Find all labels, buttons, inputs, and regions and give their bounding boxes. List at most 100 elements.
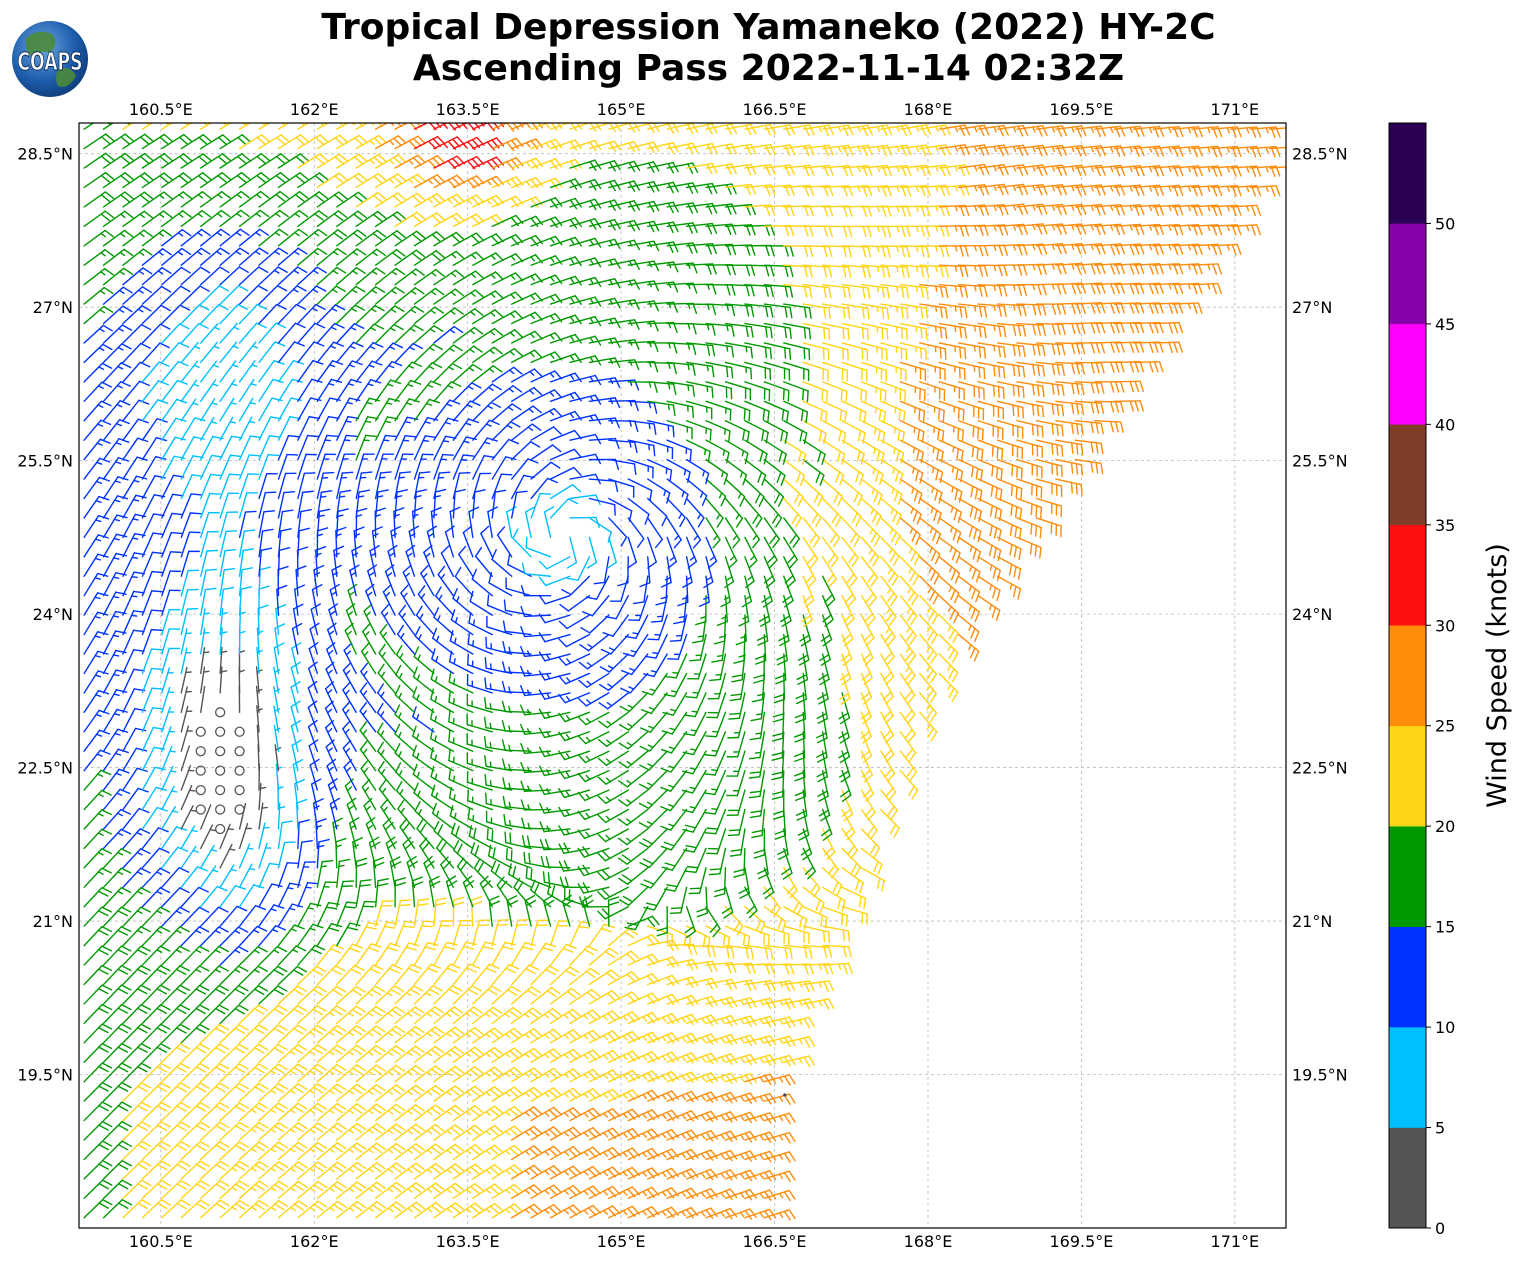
wind-barb	[860, 808, 878, 840]
wind-barb	[394, 379, 422, 402]
wind-barb	[1113, 321, 1145, 334]
wind-barb	[705, 458, 729, 486]
wind-barb	[238, 1102, 269, 1122]
wind-barb	[122, 984, 152, 1005]
wind-barb	[530, 1184, 562, 1200]
wind-barb	[102, 964, 132, 986]
wind-barb	[569, 494, 601, 506]
wind-barb	[1113, 400, 1144, 412]
wind-barb	[307, 700, 319, 733]
wind-barb	[413, 416, 439, 441]
latitude-tick-label-left: 27°N	[33, 298, 73, 317]
wind-barb	[484, 792, 513, 811]
wind-barb	[530, 1067, 562, 1083]
wind-barb	[238, 397, 257, 422]
wind-barb	[161, 984, 190, 1005]
wind-barb	[530, 216, 563, 228]
wind-barb	[549, 498, 579, 519]
wind-barb	[666, 478, 689, 506]
wind-barb	[83, 553, 109, 577]
colorbar-bin	[1388, 926, 1427, 1028]
wind-barb	[491, 310, 524, 325]
wind-barb	[685, 497, 705, 528]
wind-barb	[336, 508, 349, 539]
wind-barb	[355, 1162, 386, 1180]
wind-barb	[666, 994, 699, 1007]
wind-barb	[977, 420, 1004, 440]
wind-barb	[510, 215, 543, 228]
wind-barb	[297, 840, 313, 869]
wind-barb	[297, 322, 326, 344]
wind-barb	[549, 333, 582, 344]
wind-barb	[394, 723, 416, 752]
wind-barb	[102, 867, 132, 888]
wind-barb	[783, 264, 813, 278]
wind-barb	[452, 896, 465, 927]
wind-barb	[452, 213, 485, 228]
wind-barb	[413, 1123, 445, 1141]
wind-barb	[977, 381, 1005, 399]
wind-barb	[336, 943, 363, 966]
wind-barb	[558, 614, 591, 630]
wind-barb	[669, 614, 688, 642]
wind-barb	[666, 222, 698, 234]
wind-barb	[1016, 536, 1042, 559]
wind-barb	[938, 342, 967, 360]
wind-barb	[382, 584, 396, 616]
wind-barb	[83, 1140, 113, 1161]
wind-barb	[316, 944, 345, 966]
wind-barb	[83, 1023, 113, 1044]
wind-barb	[307, 719, 319, 752]
wind-barb	[180, 323, 209, 344]
wind-barb	[219, 1024, 249, 1044]
wind-barb	[448, 690, 474, 714]
wind-barb	[607, 896, 620, 927]
wind-barb	[756, 614, 769, 646]
wind-barb	[744, 517, 761, 549]
wind-barb	[996, 556, 1022, 580]
wind-barb	[458, 545, 474, 577]
wind-barb	[709, 653, 727, 682]
wind-barb	[724, 400, 751, 422]
wind-barb	[180, 1023, 210, 1044]
wind-barb	[141, 456, 167, 480]
longitude-tick-label-top: 165°E	[597, 100, 646, 119]
wind-barb	[413, 212, 446, 228]
wind-barb	[724, 381, 752, 401]
wind-barb	[705, 1188, 738, 1200]
wind-barb	[472, 941, 497, 966]
wind-barb	[880, 400, 906, 423]
wind-barb	[647, 478, 671, 504]
wind-barb	[258, 190, 290, 208]
wind-barb	[219, 454, 242, 480]
wind-barb	[141, 984, 171, 1005]
wind-barb	[102, 229, 134, 247]
wind-barb	[1055, 458, 1084, 476]
wind-barb	[452, 1202, 484, 1219]
wind-barb	[520, 723, 552, 735]
wind-barb	[705, 420, 731, 443]
wind-barb	[711, 633, 727, 663]
wind-barb	[617, 847, 649, 865]
wind-barb	[996, 243, 1028, 256]
wind-barb	[530, 255, 563, 266]
wind-barb	[466, 693, 493, 714]
wind-barb	[336, 1005, 366, 1025]
wind-barb	[860, 342, 888, 361]
wind-barb	[374, 1025, 406, 1044]
wind-barb	[234, 784, 245, 796]
wind-barb	[1113, 243, 1145, 256]
wind-barb	[802, 478, 824, 507]
wind-barb	[530, 158, 563, 170]
wind-barb	[821, 264, 852, 279]
wind-barb	[496, 526, 513, 558]
wind-barb	[316, 471, 335, 500]
wind-barb	[141, 926, 171, 947]
wind-barb	[258, 397, 283, 422]
wind-barb	[122, 1004, 152, 1025]
wind-barb	[510, 441, 541, 461]
wind-barb	[377, 760, 396, 791]
wind-barb	[744, 963, 776, 975]
wind-barb	[685, 672, 707, 699]
wind-barb	[841, 361, 868, 382]
